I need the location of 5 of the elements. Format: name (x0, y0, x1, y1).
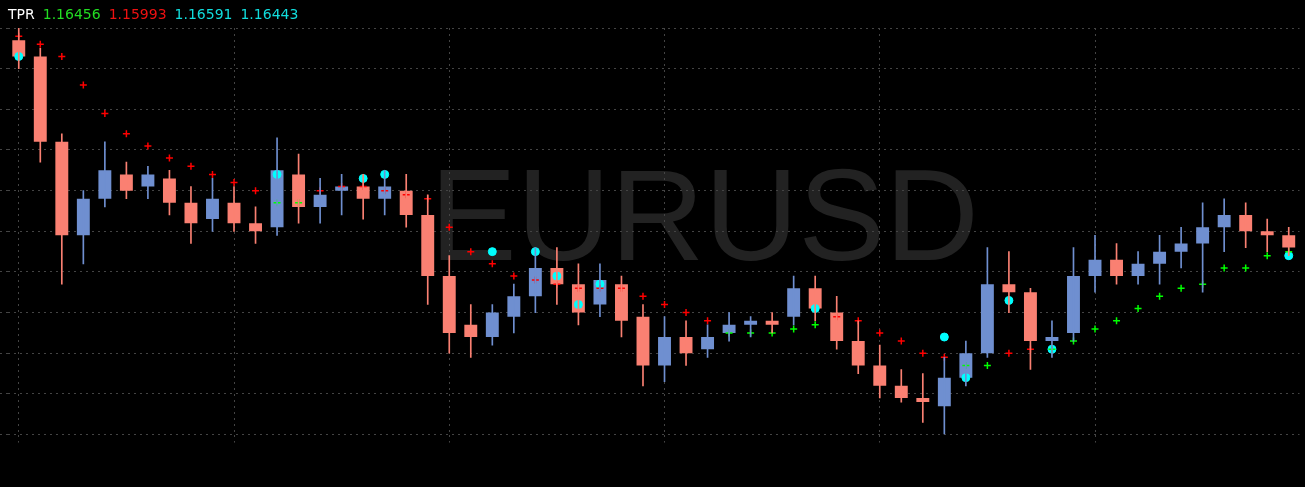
chart-title: TPR (8, 6, 35, 22)
text: 1.16456 (42, 6, 101, 22)
text: 1.15993 (108, 6, 167, 22)
text: 1.16591 (174, 6, 233, 22)
text: 1.16443 (240, 6, 299, 22)
